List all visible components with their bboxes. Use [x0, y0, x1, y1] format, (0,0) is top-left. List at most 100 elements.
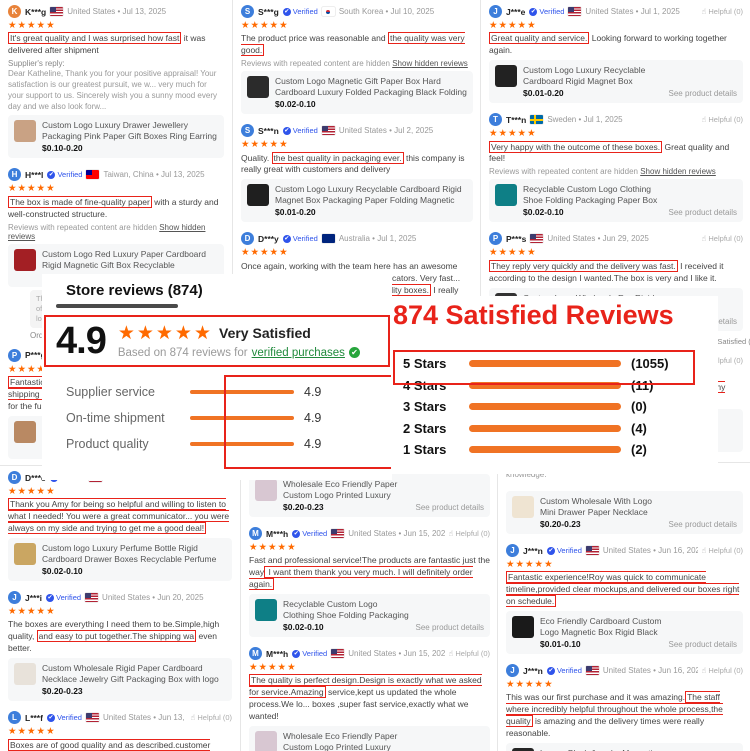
- review-text-part: even better.: [8, 631, 217, 654]
- review-text-part: Great quality and feel!: [489, 141, 730, 164]
- avatar: H: [8, 168, 21, 182]
- product-row[interactable]: Wholesale Eco Friendly Paper Custom Logo…: [249, 474, 490, 517]
- product-thumbnail: [495, 184, 517, 207]
- verified-icon: ✔: [546, 666, 555, 675]
- avatar: M: [249, 647, 262, 661]
- helpful-button[interactable]: ☝Helpful (0): [191, 713, 232, 722]
- verified-badge: ✔Verified: [292, 649, 327, 658]
- summary-rating-bar-group: 4.9: [190, 411, 321, 425]
- product-name: Custom Logo Luxury Recyclable Cardboard …: [523, 65, 646, 87]
- verified-icon: ✔: [292, 529, 301, 538]
- stars-filled: ★★★★★: [249, 662, 297, 674]
- helpful-button[interactable]: ☝Helpful (0): [702, 234, 743, 243]
- star-rating: ★★★★★: [249, 542, 490, 553]
- hidden-reviews-note: Reviews with repeated content are hidden…: [8, 222, 206, 241]
- star-rating: ★★★★★: [489, 247, 743, 258]
- helpful-button[interactable]: ☝Helpful (0): [449, 649, 490, 658]
- thumb-up-icon: ☝: [701, 7, 707, 16]
- see-product-details-link[interactable]: See product details: [668, 520, 738, 529]
- review-text-part: Thank you Amy for being so helpful and w…: [8, 498, 230, 535]
- chart-row: 2 Stars (4): [403, 418, 718, 440]
- product-row[interactable]: Eco Friendly Cardboard Custom Logo Magne…: [506, 611, 743, 655]
- product-row[interactable]: Custom logo Luxury Perfume Bottle Rigid …: [8, 538, 232, 582]
- product-price: $0.10-0.20: [42, 143, 83, 154]
- product-thumbnail: [247, 184, 269, 207]
- review-text: This was our first purchase and it was a…: [506, 691, 743, 740]
- show-hidden-reviews-link[interactable]: Show hidden reviews: [392, 59, 468, 69]
- helpful-button[interactable]: ☝Helpful (0): [702, 7, 743, 16]
- product-price: $0.20-0.23: [540, 519, 581, 529]
- summary-rating-row: Supplier service 4.9: [66, 379, 392, 405]
- verified-purchases-link[interactable]: verified purchases: [251, 346, 345, 359]
- verified-label: Verified: [292, 126, 318, 136]
- product-row[interactable]: Recyclable Custom Logo Clothing Shoe Fol…: [489, 179, 743, 223]
- product-row[interactable]: Custom Wholesale With Logo Mini Drawer P…: [506, 491, 743, 534]
- hidden-reviews-note: Reviews with repeated content are hidden…: [241, 59, 468, 69]
- verified-badge: ✔Verified: [282, 126, 318, 136]
- summary-rating-value: 4.9: [304, 385, 322, 399]
- verified-badge: ✔Verified: [292, 529, 327, 538]
- product-thumbnail: [255, 479, 277, 501]
- review-meta: Sweden • Jul 1, 2025: [547, 115, 623, 125]
- star-rating: ★★★★★: [506, 679, 743, 690]
- country-flag-icon: [568, 7, 582, 16]
- show-hidden-reviews-link[interactable]: Show hidden reviews: [640, 167, 716, 177]
- chart-row-bar: [469, 360, 621, 368]
- see-product-details-link[interactable]: See product details: [668, 640, 738, 650]
- review-text: The product price was reasonable and the…: [241, 32, 473, 57]
- score-details: ★★★★★ Very Satisfied Based on 874 review…: [118, 324, 360, 359]
- see-product-details-link[interactable]: See product details: [415, 623, 485, 633]
- chart-row-bar: [469, 403, 621, 411]
- review-meta: Australia • Jul 1, 2025: [338, 234, 417, 244]
- verified-label: Verified: [56, 713, 82, 723]
- stars-filled: ★★★★★: [8, 363, 56, 375]
- country-flag-icon: [585, 546, 599, 555]
- review-header: M M***h ✔ Verified United States • Jun 15, 2…: [249, 647, 490, 661]
- stars-filled: ★★★★★: [489, 128, 537, 140]
- product-price: $0.02-0.10: [283, 622, 324, 633]
- product-name: Custom Logo Luxury Recyclable Cardboard …: [275, 184, 462, 206]
- helpful-label: Helpful (0): [455, 529, 490, 538]
- helpful-label: Helpful (0): [708, 234, 743, 244]
- helpful-button[interactable]: ☝Helpful (0): [702, 115, 743, 124]
- show-hidden-reviews-link[interactable]: Show hidden reviews: [8, 222, 206, 241]
- helpful-button[interactable]: ☝Helpful (0): [449, 529, 490, 538]
- review-text-part: It's great quality and I was surprised h…: [8, 32, 182, 45]
- review-header: J J***i✔Verified United States • Jun 20, 2…: [8, 591, 232, 605]
- see-product-details-link[interactable]: See product details: [668, 89, 738, 99]
- country-flag-icon: [331, 649, 345, 659]
- chart-row-bar: [469, 446, 621, 454]
- product-row[interactable]: Recyclable Custom Logo Clothing Shoe Fol…: [249, 594, 490, 638]
- product-row[interactable]: Wholesale Eco Friendly Paper Custom Logo…: [249, 726, 490, 751]
- review-meta: United States • Jun 15, 2025: [348, 649, 445, 659]
- review-text-part: and easy to put together.The shipping wa: [36, 630, 197, 643]
- avatar: S: [241, 124, 254, 138]
- verified-label: Verified: [539, 7, 565, 16]
- product-info: Wholesale Eco Friendly Paper Custom Logo…: [283, 479, 410, 512]
- stars-filled: ★★★★★: [489, 20, 537, 31]
- review-header: S S***g ✔ Verified South Korea • Jul 10, 202…: [241, 5, 473, 18]
- avatar: L: [8, 711, 21, 725]
- product-info: Custom Logo Luxury Recyclable Cardboard …: [275, 184, 467, 217]
- product-name: Eco Friendly Cardboard Custom Logo Magne…: [540, 616, 662, 638]
- product-row[interactable]: Custom Wholesale Rigid Paper Cardboard N…: [8, 658, 232, 702]
- see-product-details-link[interactable]: See product details: [668, 208, 738, 218]
- review-text: Boxes are of good quality and as describ…: [8, 738, 232, 751]
- thumb-up-icon: ☝: [701, 234, 707, 244]
- country-flag-icon: [50, 7, 64, 16]
- review-text-part: The staff where incredibly helpful throu…: [506, 691, 723, 728]
- product-row[interactable]: Custom Logo Luxury Recyclable Cardboard …: [489, 60, 743, 104]
- product-row[interactable]: Custom Logo Luxury Drawer Jewellery Pack…: [8, 115, 224, 159]
- supplier-reply-text: Dear Katheline, Thank you for your posit…: [8, 69, 217, 111]
- helpful-button[interactable]: ☝Helpful (0): [702, 666, 743, 675]
- tab-indicator: [56, 304, 178, 308]
- product-row[interactable]: Custom Logo Luxury Recyclable Cardboard …: [241, 179, 473, 223]
- stars-filled: ★★★★★: [241, 20, 289, 31]
- thumb-up-icon: ☝: [701, 115, 707, 125]
- chart-row-label: 5 Stars: [403, 356, 447, 372]
- helpful-button[interactable]: ☝Helpful (0): [702, 546, 743, 555]
- verified-icon: ✔: [47, 170, 56, 179]
- review-text-part: Fast and professional service!The produc…: [249, 555, 490, 578]
- see-product-details-link[interactable]: See product details: [415, 503, 485, 512]
- product-row[interactable]: Custom Logo Magnetic Gift Paper Box Hard…: [241, 71, 473, 115]
